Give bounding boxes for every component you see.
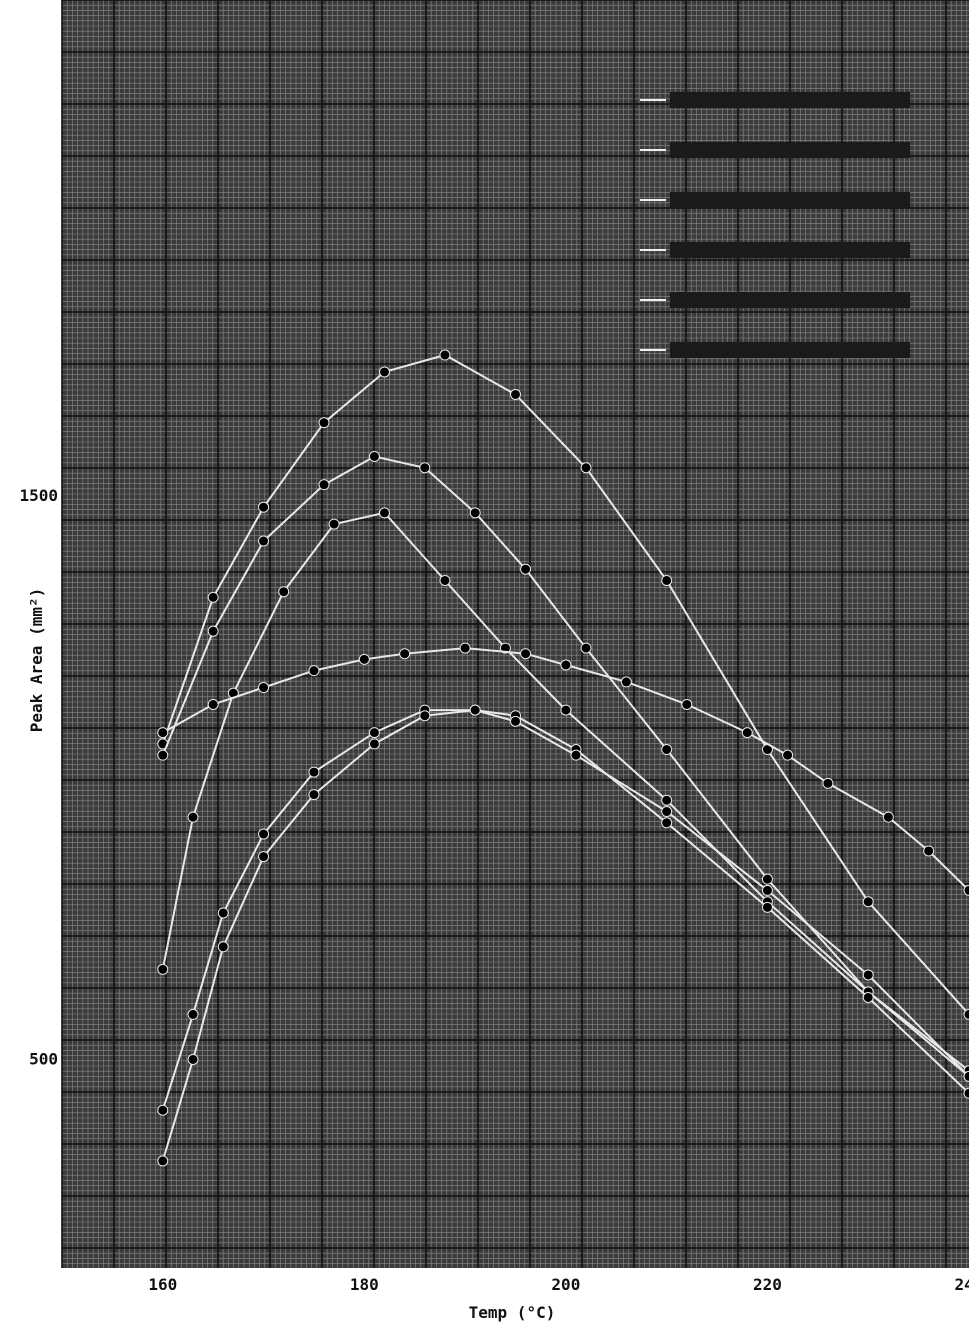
data-point	[782, 749, 794, 761]
data-point	[258, 828, 270, 840]
plot-background	[62, 0, 969, 1268]
data-point	[560, 659, 572, 671]
data-point	[761, 873, 773, 885]
data-point	[963, 1087, 969, 1099]
data-point	[661, 574, 673, 586]
data-point	[661, 806, 673, 818]
x-axis-title: Temp (°C)	[469, 1303, 556, 1322]
data-series	[157, 349, 969, 1167]
data-point	[499, 642, 511, 654]
x-tick-label: 220	[753, 1275, 782, 1294]
legend-entry-bar	[670, 242, 910, 258]
data-point	[157, 1104, 169, 1116]
data-point	[157, 749, 169, 761]
x-tick-label: 200	[551, 1275, 580, 1294]
data-point	[368, 450, 380, 462]
series-line-4	[161, 709, 969, 1111]
data-point	[520, 648, 532, 660]
data-point	[207, 591, 219, 603]
legend-entry-bar	[670, 192, 910, 208]
data-point	[862, 896, 874, 908]
data-point	[570, 749, 582, 761]
data-point	[258, 682, 270, 694]
series-line-1	[161, 353, 969, 1016]
data-point	[187, 1053, 199, 1065]
data-point	[187, 811, 199, 823]
data-point	[761, 901, 773, 913]
data-point	[157, 727, 169, 739]
data-point	[378, 366, 390, 378]
y-tick-label: 1500	[19, 486, 58, 505]
data-point	[368, 727, 380, 739]
data-point	[661, 817, 673, 829]
data-point	[318, 417, 330, 429]
data-point	[761, 884, 773, 896]
data-point	[963, 1070, 969, 1082]
y-axis-ticks: 1500 500	[19, 486, 58, 1069]
data-point	[510, 715, 521, 727]
data-point	[328, 518, 340, 530]
data-point	[862, 991, 874, 1003]
legend-entry-bar	[670, 142, 910, 158]
data-point	[580, 462, 592, 474]
data-point	[419, 710, 431, 722]
data-point	[963, 884, 969, 896]
data-point	[187, 1008, 199, 1020]
data-point	[439, 574, 451, 586]
data-point	[882, 811, 894, 823]
y-tick-label: 500	[29, 1049, 58, 1068]
data-point	[378, 507, 390, 519]
legend-entry-bar	[670, 92, 910, 108]
legend-entry-bar	[670, 292, 910, 308]
data-point	[207, 698, 219, 710]
data-point	[469, 704, 481, 716]
data-point	[661, 744, 673, 756]
data-point	[217, 907, 229, 919]
data-point	[157, 1155, 169, 1167]
data-point	[923, 845, 935, 857]
data-point	[318, 479, 330, 491]
data-point	[862, 969, 874, 981]
data-point	[439, 349, 451, 361]
series-line-5	[161, 709, 969, 1162]
data-point	[620, 676, 632, 688]
data-point	[278, 586, 290, 598]
x-axis-ticks: 160 180 200 220 240	[148, 1275, 969, 1294]
data-point	[308, 665, 320, 677]
grid-lines	[61, 0, 969, 1268]
data-point	[681, 698, 693, 710]
data-point	[308, 789, 320, 801]
data-point	[207, 625, 219, 637]
legend-entry-bar	[670, 342, 910, 358]
data-point	[560, 704, 572, 716]
legend	[640, 92, 910, 358]
x-tick-label: 160	[148, 1275, 177, 1294]
data-point	[258, 851, 270, 863]
data-point	[580, 642, 592, 654]
data-point	[520, 563, 532, 575]
data-point	[217, 941, 229, 953]
data-point	[469, 507, 481, 519]
x-tick-label: 240	[955, 1275, 969, 1294]
data-point	[358, 653, 370, 665]
data-point	[459, 642, 471, 654]
data-point	[661, 794, 673, 806]
data-point	[510, 388, 521, 400]
data-point	[741, 727, 753, 739]
data-point	[258, 501, 270, 513]
x-tick-label: 180	[350, 1275, 379, 1294]
y-axis-title: Peak Area (mm²)	[27, 588, 46, 733]
data-point	[399, 648, 411, 660]
data-point	[822, 777, 834, 789]
data-point	[258, 535, 270, 547]
data-point	[419, 462, 431, 474]
data-point	[157, 963, 169, 975]
data-point	[963, 1008, 969, 1020]
data-point	[308, 766, 320, 778]
data-point	[368, 738, 380, 750]
